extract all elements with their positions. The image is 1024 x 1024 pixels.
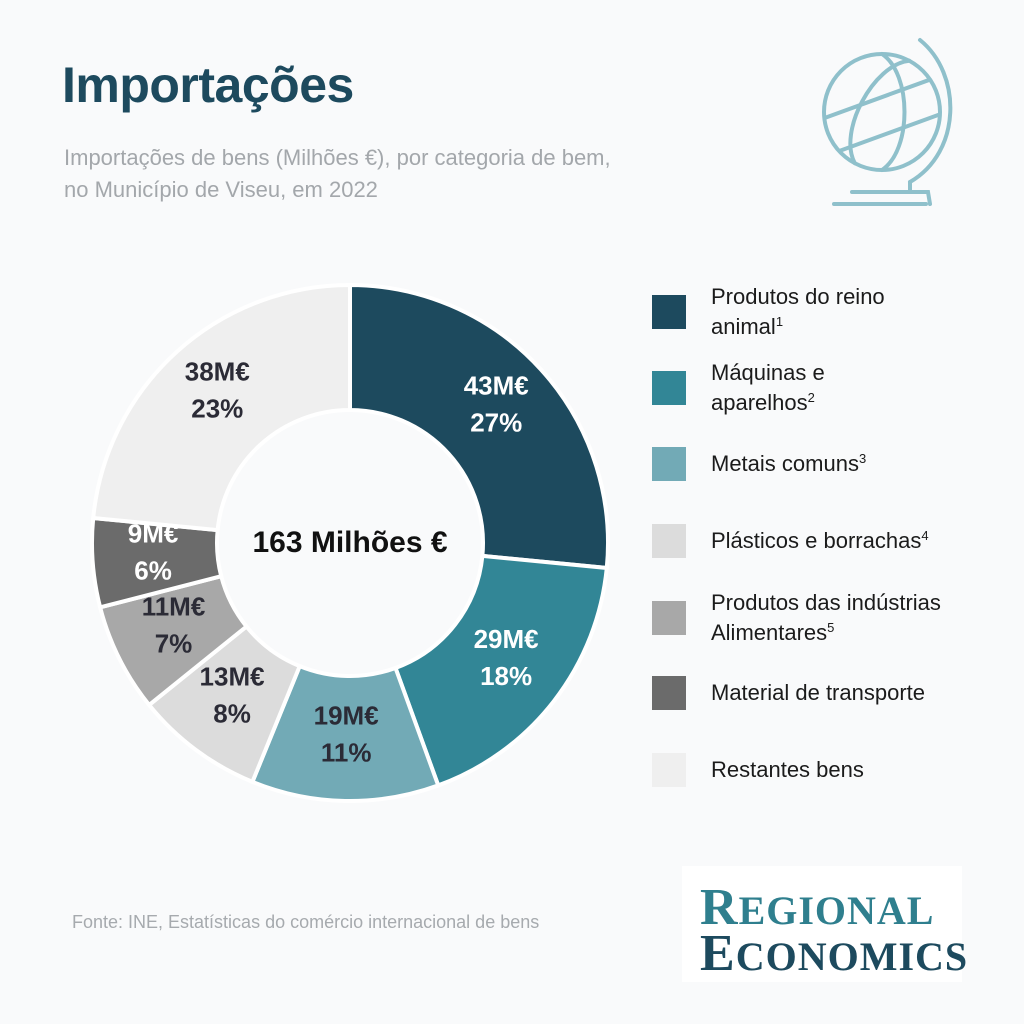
chart-subtitle: Importações de bens (Milhões €), por cat… xyxy=(64,142,764,206)
page-title: Importações xyxy=(62,57,354,113)
donut-slices xyxy=(90,282,610,803)
legend-footnote-marker: 4 xyxy=(921,528,929,543)
slice-percent-label: 7% xyxy=(155,629,193,659)
donut-slice-labels: 43M€ 27% 29M€ 18% 19M€ 11% 13M€ 8% 11M€ 7% 9M€ 6% 38… xyxy=(128,357,539,768)
subtitle-line-1: Importações de bens (Milhões €), por cat… xyxy=(64,145,611,170)
donut-chart: 43M€ 27% 29M€ 18% 19M€ 11% 13M€ 8% 11M€ 7% 9M€ 6% 38… xyxy=(90,282,610,803)
slice-percent-label: 6% xyxy=(134,555,172,585)
globe-icon xyxy=(822,38,953,206)
donut-slice xyxy=(348,282,610,571)
legend-label: Plásticos e borrachas4 xyxy=(711,528,929,553)
legend-swatch xyxy=(652,601,686,635)
legend-swatch xyxy=(652,524,686,558)
regional-economics-logo: REGIONAL ECONOMICS xyxy=(682,866,967,982)
slice-value-label: 38M€ xyxy=(185,357,250,387)
legend-label: Material de transporte xyxy=(711,680,925,705)
donut-slice xyxy=(392,553,609,789)
slice-percent-label: 23% xyxy=(191,394,243,424)
slice-value-label: 13M€ xyxy=(200,661,265,691)
legend-item: Metais comuns3 xyxy=(652,434,1012,494)
legend-swatch xyxy=(652,371,686,405)
subtitle-line-2: no Município de Viseu, em 2022 xyxy=(64,177,378,202)
legend-label: Metais comuns3 xyxy=(711,451,867,476)
logo-line-2: ECONOMICS xyxy=(700,925,969,982)
chart-legend: Produtos do reino animal1 Máquinas e aparel… xyxy=(652,282,1012,802)
legend-label: Produtos das indústrias Alimentares5 xyxy=(711,590,941,645)
slice-value-label: 9M€ xyxy=(128,518,179,548)
legend-item: Máquinas e aparelhos2 xyxy=(652,358,1012,418)
legend-item: Plásticos e borrachas4 xyxy=(652,511,1012,571)
legend-footnote-marker: 2 xyxy=(807,390,815,405)
slice-value-label: 29M€ xyxy=(474,624,539,654)
legend-swatch xyxy=(652,676,686,710)
source-note: Fonte: INE, Estatísticas do comércio int… xyxy=(72,912,540,932)
legend-footnote-marker: 3 xyxy=(858,451,867,466)
slice-value-label: 19M€ xyxy=(314,700,379,730)
legend-swatch xyxy=(652,447,686,481)
legend-swatch xyxy=(652,295,686,329)
slice-percent-label: 27% xyxy=(470,407,522,437)
legend-label: Máquinas e aparelhos2 xyxy=(711,360,825,415)
legend-label: Produtos do reino animal1 xyxy=(711,284,885,339)
slice-value-label: 43M€ xyxy=(464,370,529,400)
slice-percent-label: 8% xyxy=(213,698,251,728)
slice-percent-label: 18% xyxy=(480,661,532,691)
legend-swatch xyxy=(652,753,686,787)
donut-center-total: 163 Milhões € xyxy=(252,526,448,559)
legend-item: Restantes bens xyxy=(652,740,1012,800)
donut-slice xyxy=(91,282,352,533)
slice-value-label: 11M€ xyxy=(142,592,206,622)
legend-item: Material de transporte xyxy=(652,663,1012,723)
legend-item: Produtos do reino animal1 xyxy=(652,282,1012,342)
legend-label: Restantes bens xyxy=(711,757,864,782)
legend-footnote-marker: 1 xyxy=(775,314,784,329)
legend-item: Produtos das indústrias Alimentares5 xyxy=(652,588,1012,648)
legend-footnote-marker: 5 xyxy=(827,620,835,635)
logo-line-1: REGIONAL xyxy=(700,879,935,936)
slice-percent-label: 11% xyxy=(321,737,372,767)
